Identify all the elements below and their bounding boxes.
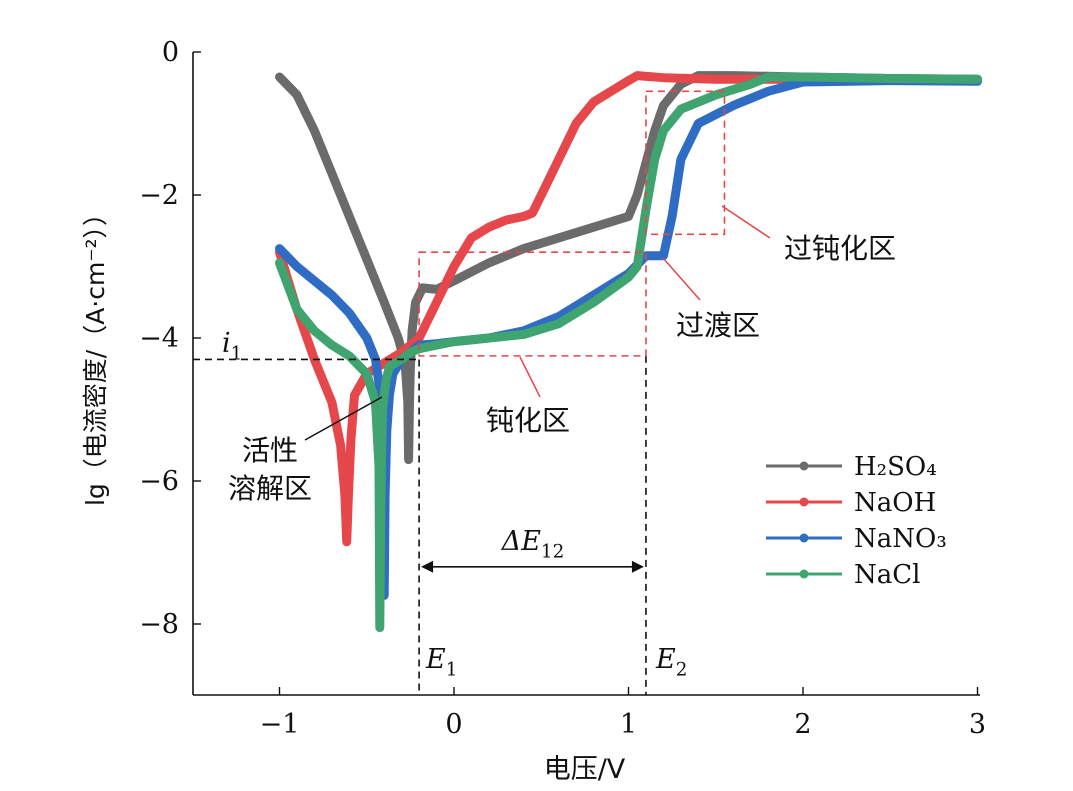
i1-label: i1 bbox=[222, 328, 242, 365]
delta-e-label: ΔE12 bbox=[501, 526, 565, 563]
series-point-0 bbox=[405, 456, 412, 463]
legend: H₂SO₄ NaOH NaNO₃ NaCl bbox=[766, 452, 947, 590]
legend-label-3: NaCl bbox=[854, 560, 920, 590]
series-point-0 bbox=[407, 363, 414, 370]
transpassive-region-box bbox=[645, 90, 726, 236]
series-line-3 bbox=[275, 72, 982, 633]
active-region-label-line2: 溶解区 bbox=[228, 472, 312, 505]
y-tick-label: −2 bbox=[139, 180, 179, 211]
legend-marker-1 bbox=[799, 497, 809, 507]
series-point-3 bbox=[377, 513, 384, 520]
series-point-0 bbox=[406, 399, 413, 406]
transition-region-leader bbox=[662, 257, 701, 301]
passive-region-box bbox=[418, 251, 647, 357]
y-tick-label: 0 bbox=[162, 37, 179, 68]
x-tick-label: 1 bbox=[620, 709, 637, 740]
series-point-1 bbox=[343, 538, 350, 545]
legend-label-0: H₂SO₄ bbox=[854, 452, 937, 482]
x-tick-label: −1 bbox=[260, 709, 300, 740]
y-axis-label: lg（电流密度/（A·cm⁻²）） bbox=[81, 201, 110, 506]
legend-label-1: NaOH bbox=[854, 488, 936, 518]
series-point-1 bbox=[345, 492, 352, 499]
active-region-label-line1: 活性 bbox=[242, 434, 298, 467]
series-point-3 bbox=[375, 463, 383, 470]
e1-label: E1 bbox=[425, 644, 457, 681]
series-point-3 bbox=[378, 449, 385, 456]
x-axis-label: 电压/V bbox=[544, 754, 626, 785]
delta-arrow-head-right bbox=[631, 560, 644, 573]
legend-marker-0 bbox=[799, 461, 809, 471]
e2-label: E2 bbox=[655, 644, 687, 681]
series-point-1 bbox=[337, 442, 344, 449]
passive-region-leader bbox=[519, 356, 541, 398]
transition-region-label: 过渡区 bbox=[676, 309, 760, 342]
y-tick-label: −8 bbox=[139, 609, 179, 640]
legend-marker-2 bbox=[799, 533, 809, 543]
delta-arrow-head-left bbox=[421, 560, 434, 573]
passive-region-label: 钝化区 bbox=[486, 404, 570, 437]
x-tick-label: 0 bbox=[445, 709, 462, 740]
series-line-1 bbox=[275, 71, 982, 547]
axes: −1 0 1 2 3 0 −2 −4 −6 −8 电压/V lg（电流密度/（A·cm⁻²）） bbox=[81, 37, 986, 785]
legend-marker-3 bbox=[799, 569, 809, 579]
y-tick-label: −4 bbox=[139, 323, 179, 354]
x-tick-label: 2 bbox=[794, 709, 811, 740]
transpassive-region-label: 过钝化区 bbox=[784, 232, 896, 265]
y-tick-label: −6 bbox=[139, 466, 179, 497]
legend-label-2: NaNO₃ bbox=[854, 524, 947, 554]
transpassive-region-leader bbox=[721, 205, 771, 239]
series-point-1 bbox=[347, 434, 355, 442]
series-point-3 bbox=[376, 624, 384, 631]
active-region-leader bbox=[304, 396, 383, 441]
x-tick-label: 3 bbox=[969, 709, 986, 740]
